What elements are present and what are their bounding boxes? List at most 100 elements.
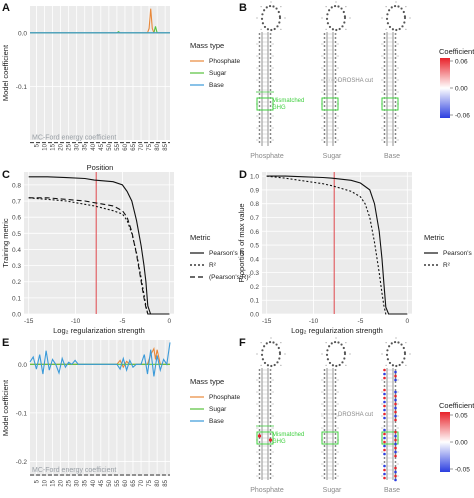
loop-nucleotide bbox=[270, 1, 272, 3]
loop-nucleotide bbox=[263, 9, 266, 12]
nucleotide bbox=[394, 137, 397, 139]
nucleotide bbox=[334, 65, 337, 67]
nucleotide bbox=[334, 421, 337, 423]
coefficient-nucleotide bbox=[383, 388, 386, 392]
nucleotide bbox=[394, 465, 397, 467]
x-tick-label: -10 bbox=[309, 318, 319, 325]
nucleotide bbox=[323, 381, 326, 383]
loop-nucleotide bbox=[260, 28, 262, 30]
nucleotide bbox=[258, 137, 261, 139]
y-tick-label: 0.4 bbox=[12, 247, 21, 254]
loop-nucleotide bbox=[401, 25, 404, 28]
nucleotide bbox=[383, 57, 386, 59]
loop-nucleotide bbox=[338, 363, 341, 367]
legend: Mass type Phosphate Sugar Base bbox=[190, 41, 240, 89]
nucleotide bbox=[334, 137, 337, 139]
nucleotide bbox=[334, 433, 337, 435]
legend: Metric Pearson's R R² (Pearson's R)² bbox=[190, 233, 252, 281]
nucleotide bbox=[323, 405, 326, 407]
nucleotide bbox=[258, 441, 261, 443]
ghg-box bbox=[321, 97, 339, 111]
nucleotide bbox=[334, 473, 337, 475]
nucleotide bbox=[334, 413, 337, 415]
nucleotide bbox=[258, 385, 261, 387]
coefficient-nucleotide bbox=[383, 412, 386, 416]
y-axis-title: Model coefficient bbox=[1, 44, 10, 101]
loop-nucleotide bbox=[260, 364, 262, 366]
nucleotide bbox=[334, 461, 337, 463]
x-tick-label: 75 bbox=[147, 479, 153, 486]
nucleotide bbox=[269, 121, 272, 123]
loop-nucleotide bbox=[403, 351, 407, 354]
loop-nucleotide bbox=[385, 353, 389, 356]
nucleotide bbox=[394, 409, 397, 411]
nucleotide bbox=[394, 381, 397, 383]
nucleotide bbox=[394, 469, 397, 471]
nucleotide bbox=[258, 417, 261, 419]
nucleotide bbox=[383, 69, 386, 71]
nucleotide bbox=[334, 449, 337, 451]
nucleotide bbox=[394, 477, 397, 479]
nucleotide bbox=[334, 393, 337, 395]
nucleotide bbox=[323, 49, 326, 51]
loop-nucleotide bbox=[398, 363, 401, 367]
nucleotide bbox=[258, 81, 261, 83]
nucleotide bbox=[258, 121, 261, 123]
nucleotide bbox=[383, 61, 386, 63]
coefficient-nucleotide bbox=[383, 396, 386, 400]
nucleotide bbox=[394, 453, 397, 455]
legend-title: Mass type bbox=[190, 41, 224, 50]
nucleotide bbox=[334, 477, 337, 479]
nucleotide bbox=[323, 369, 326, 371]
ghg-label: GHG bbox=[272, 439, 286, 445]
nucleotide bbox=[323, 73, 326, 75]
coefficient-nucleotide bbox=[394, 398, 397, 402]
nucleotide bbox=[258, 73, 261, 75]
nucleotide bbox=[323, 93, 326, 95]
y-tick-label: 0.6 bbox=[12, 215, 21, 222]
nucleotide bbox=[323, 125, 326, 127]
nucleotide bbox=[269, 401, 272, 403]
loop-nucleotide bbox=[397, 341, 400, 344]
nucleotide bbox=[258, 465, 261, 467]
loop-nucleotide bbox=[385, 342, 387, 344]
ghg-box bbox=[321, 431, 339, 445]
nucleotide bbox=[258, 413, 261, 415]
loop-nucleotide bbox=[403, 15, 407, 18]
nucleotide bbox=[383, 37, 386, 39]
x-tick-label: 20 bbox=[59, 143, 65, 150]
loop-nucleotide bbox=[265, 6, 268, 9]
nucleotide bbox=[383, 137, 386, 139]
y-tick-label: 0.6 bbox=[250, 229, 259, 236]
panel-letter: A bbox=[2, 2, 10, 14]
nucleotide bbox=[269, 409, 272, 411]
loop-nucleotide bbox=[331, 28, 335, 31]
loop-nucleotide bbox=[400, 7, 403, 10]
nucleotide bbox=[383, 45, 386, 47]
nucleotide bbox=[383, 89, 386, 91]
y-tick-label: 0.5 bbox=[12, 231, 21, 238]
coefficient-nucleotide bbox=[383, 444, 386, 448]
plot-background bbox=[30, 340, 170, 476]
loop-nucleotide bbox=[381, 353, 383, 355]
loop-nucleotide bbox=[273, 27, 276, 31]
nucleotide bbox=[394, 401, 397, 403]
panel-A: 0.0 -0.1 5 10 15 20 25 30 35 40 45 50 55 60 65 70 75 80 85… bbox=[1, 2, 240, 172]
nucleotide bbox=[269, 137, 272, 139]
nucleotide bbox=[258, 133, 261, 135]
nucleotide bbox=[394, 417, 397, 419]
x-tick-label: 5 bbox=[34, 143, 40, 147]
coefficient-nucleotide bbox=[394, 402, 397, 406]
nucleotide bbox=[269, 417, 272, 419]
x-tick-label: 85 bbox=[163, 479, 169, 486]
loop-nucleotide bbox=[340, 7, 343, 10]
nucleotide bbox=[334, 61, 337, 63]
nucleotide bbox=[323, 101, 326, 103]
x-tick-label: 65 bbox=[131, 479, 137, 486]
nucleotide bbox=[258, 369, 261, 371]
loop-nucleotide bbox=[263, 361, 267, 365]
legend-item-label: Sugar bbox=[209, 406, 227, 413]
y-tick-label: -0.1 bbox=[16, 410, 28, 417]
nucleotide bbox=[334, 453, 337, 455]
x-tick-label: 50 bbox=[107, 479, 113, 486]
